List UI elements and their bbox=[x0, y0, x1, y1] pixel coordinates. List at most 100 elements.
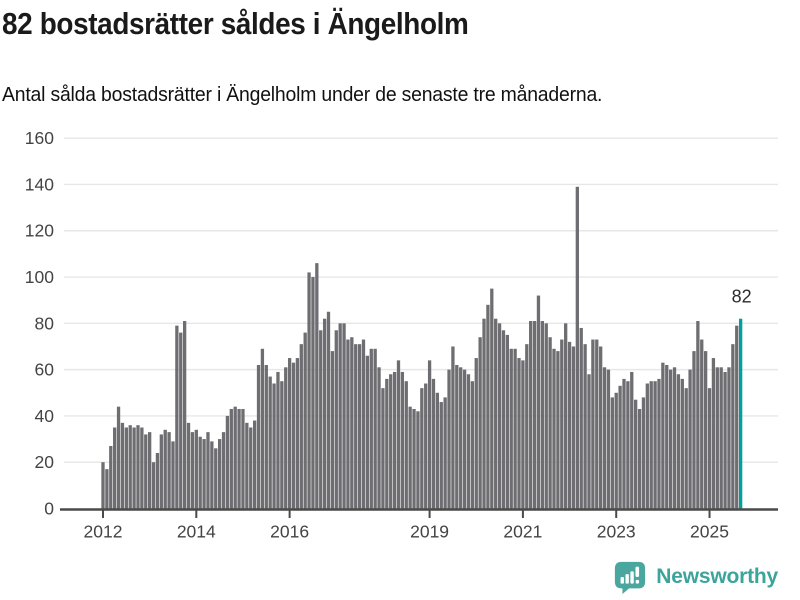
bar bbox=[587, 374, 591, 509]
bar bbox=[661, 362, 665, 509]
bar bbox=[439, 402, 443, 509]
bar bbox=[599, 346, 603, 509]
bar bbox=[396, 360, 401, 509]
bar bbox=[155, 452, 160, 509]
bar bbox=[217, 439, 222, 509]
bar bbox=[672, 367, 677, 509]
bar bbox=[591, 339, 595, 509]
bar bbox=[128, 425, 132, 509]
chart-title: 82 bostadsrätter såldes i Ängelholm bbox=[2, 6, 469, 41]
bar bbox=[307, 272, 311, 509]
bar bbox=[711, 358, 716, 509]
bar bbox=[727, 367, 731, 509]
newsworthy-icon bbox=[615, 561, 646, 594]
y-tick-label: 80 bbox=[35, 313, 55, 333]
bar bbox=[634, 399, 638, 509]
bar bbox=[369, 348, 373, 509]
bar bbox=[190, 432, 195, 509]
bar bbox=[447, 369, 451, 509]
bar bbox=[229, 408, 233, 509]
bar bbox=[303, 332, 307, 509]
x-tick-label: 2014 bbox=[177, 522, 216, 542]
bar bbox=[334, 330, 338, 509]
bar bbox=[556, 351, 560, 509]
bar bbox=[459, 367, 463, 509]
y-tick-label: 40 bbox=[35, 406, 55, 426]
bar bbox=[684, 388, 688, 509]
bar bbox=[505, 334, 510, 509]
x-tick-label: 2023 bbox=[597, 522, 636, 542]
bar bbox=[365, 355, 370, 509]
bar bbox=[595, 339, 599, 509]
bar bbox=[373, 348, 377, 509]
bar bbox=[256, 364, 261, 509]
bar bbox=[540, 321, 544, 509]
bar bbox=[474, 358, 478, 509]
bar bbox=[583, 344, 587, 509]
bar bbox=[276, 371, 280, 509]
y-tick-label: 120 bbox=[25, 221, 54, 241]
bar bbox=[116, 406, 121, 509]
bar bbox=[567, 341, 572, 509]
bar bbox=[688, 369, 692, 509]
bar bbox=[575, 186, 579, 509]
bar bbox=[696, 321, 700, 509]
bar bbox=[264, 364, 268, 509]
bar bbox=[532, 321, 537, 509]
bar bbox=[719, 367, 723, 509]
highlight-bar bbox=[738, 318, 743, 509]
bar bbox=[412, 408, 416, 509]
bar bbox=[144, 434, 148, 509]
bar bbox=[490, 288, 494, 509]
y-tick-label: 160 bbox=[25, 128, 54, 148]
bar bbox=[649, 381, 653, 509]
bar bbox=[692, 351, 696, 509]
bar bbox=[466, 374, 471, 509]
bar bbox=[637, 408, 642, 509]
bar bbox=[202, 439, 206, 509]
bar bbox=[120, 422, 125, 509]
bar bbox=[284, 367, 288, 509]
bar bbox=[400, 371, 405, 509]
bar bbox=[431, 378, 436, 509]
y-tick-label: 0 bbox=[44, 499, 54, 519]
bar bbox=[622, 378, 626, 509]
bar bbox=[221, 432, 226, 509]
bar bbox=[105, 469, 109, 509]
bar bbox=[443, 397, 447, 509]
bar bbox=[225, 415, 230, 509]
bar bbox=[657, 378, 661, 509]
bar bbox=[280, 381, 284, 509]
bar bbox=[260, 348, 265, 509]
bar bbox=[186, 422, 191, 509]
bar bbox=[427, 360, 432, 509]
bar bbox=[252, 420, 257, 509]
bar bbox=[338, 323, 342, 509]
bar bbox=[249, 427, 253, 509]
bar bbox=[544, 323, 548, 509]
bar bbox=[167, 432, 171, 509]
bar bbox=[101, 462, 105, 509]
bar bbox=[564, 323, 568, 509]
bar bbox=[482, 318, 486, 509]
bar bbox=[241, 408, 245, 509]
bar bbox=[462, 369, 467, 509]
bar bbox=[291, 362, 296, 509]
bar bbox=[315, 263, 319, 509]
y-tick-label: 60 bbox=[35, 360, 55, 380]
bar bbox=[136, 425, 140, 509]
bar bbox=[486, 304, 490, 509]
bar bbox=[455, 364, 459, 509]
bar bbox=[392, 371, 397, 509]
bar bbox=[668, 369, 673, 509]
bar bbox=[140, 427, 144, 509]
bar bbox=[330, 351, 335, 509]
bar bbox=[529, 321, 533, 509]
bar bbox=[326, 311, 331, 509]
bar bbox=[295, 358, 300, 509]
bar bbox=[171, 441, 175, 509]
bar bbox=[715, 367, 719, 509]
bar bbox=[630, 371, 634, 509]
bar bbox=[641, 397, 646, 509]
